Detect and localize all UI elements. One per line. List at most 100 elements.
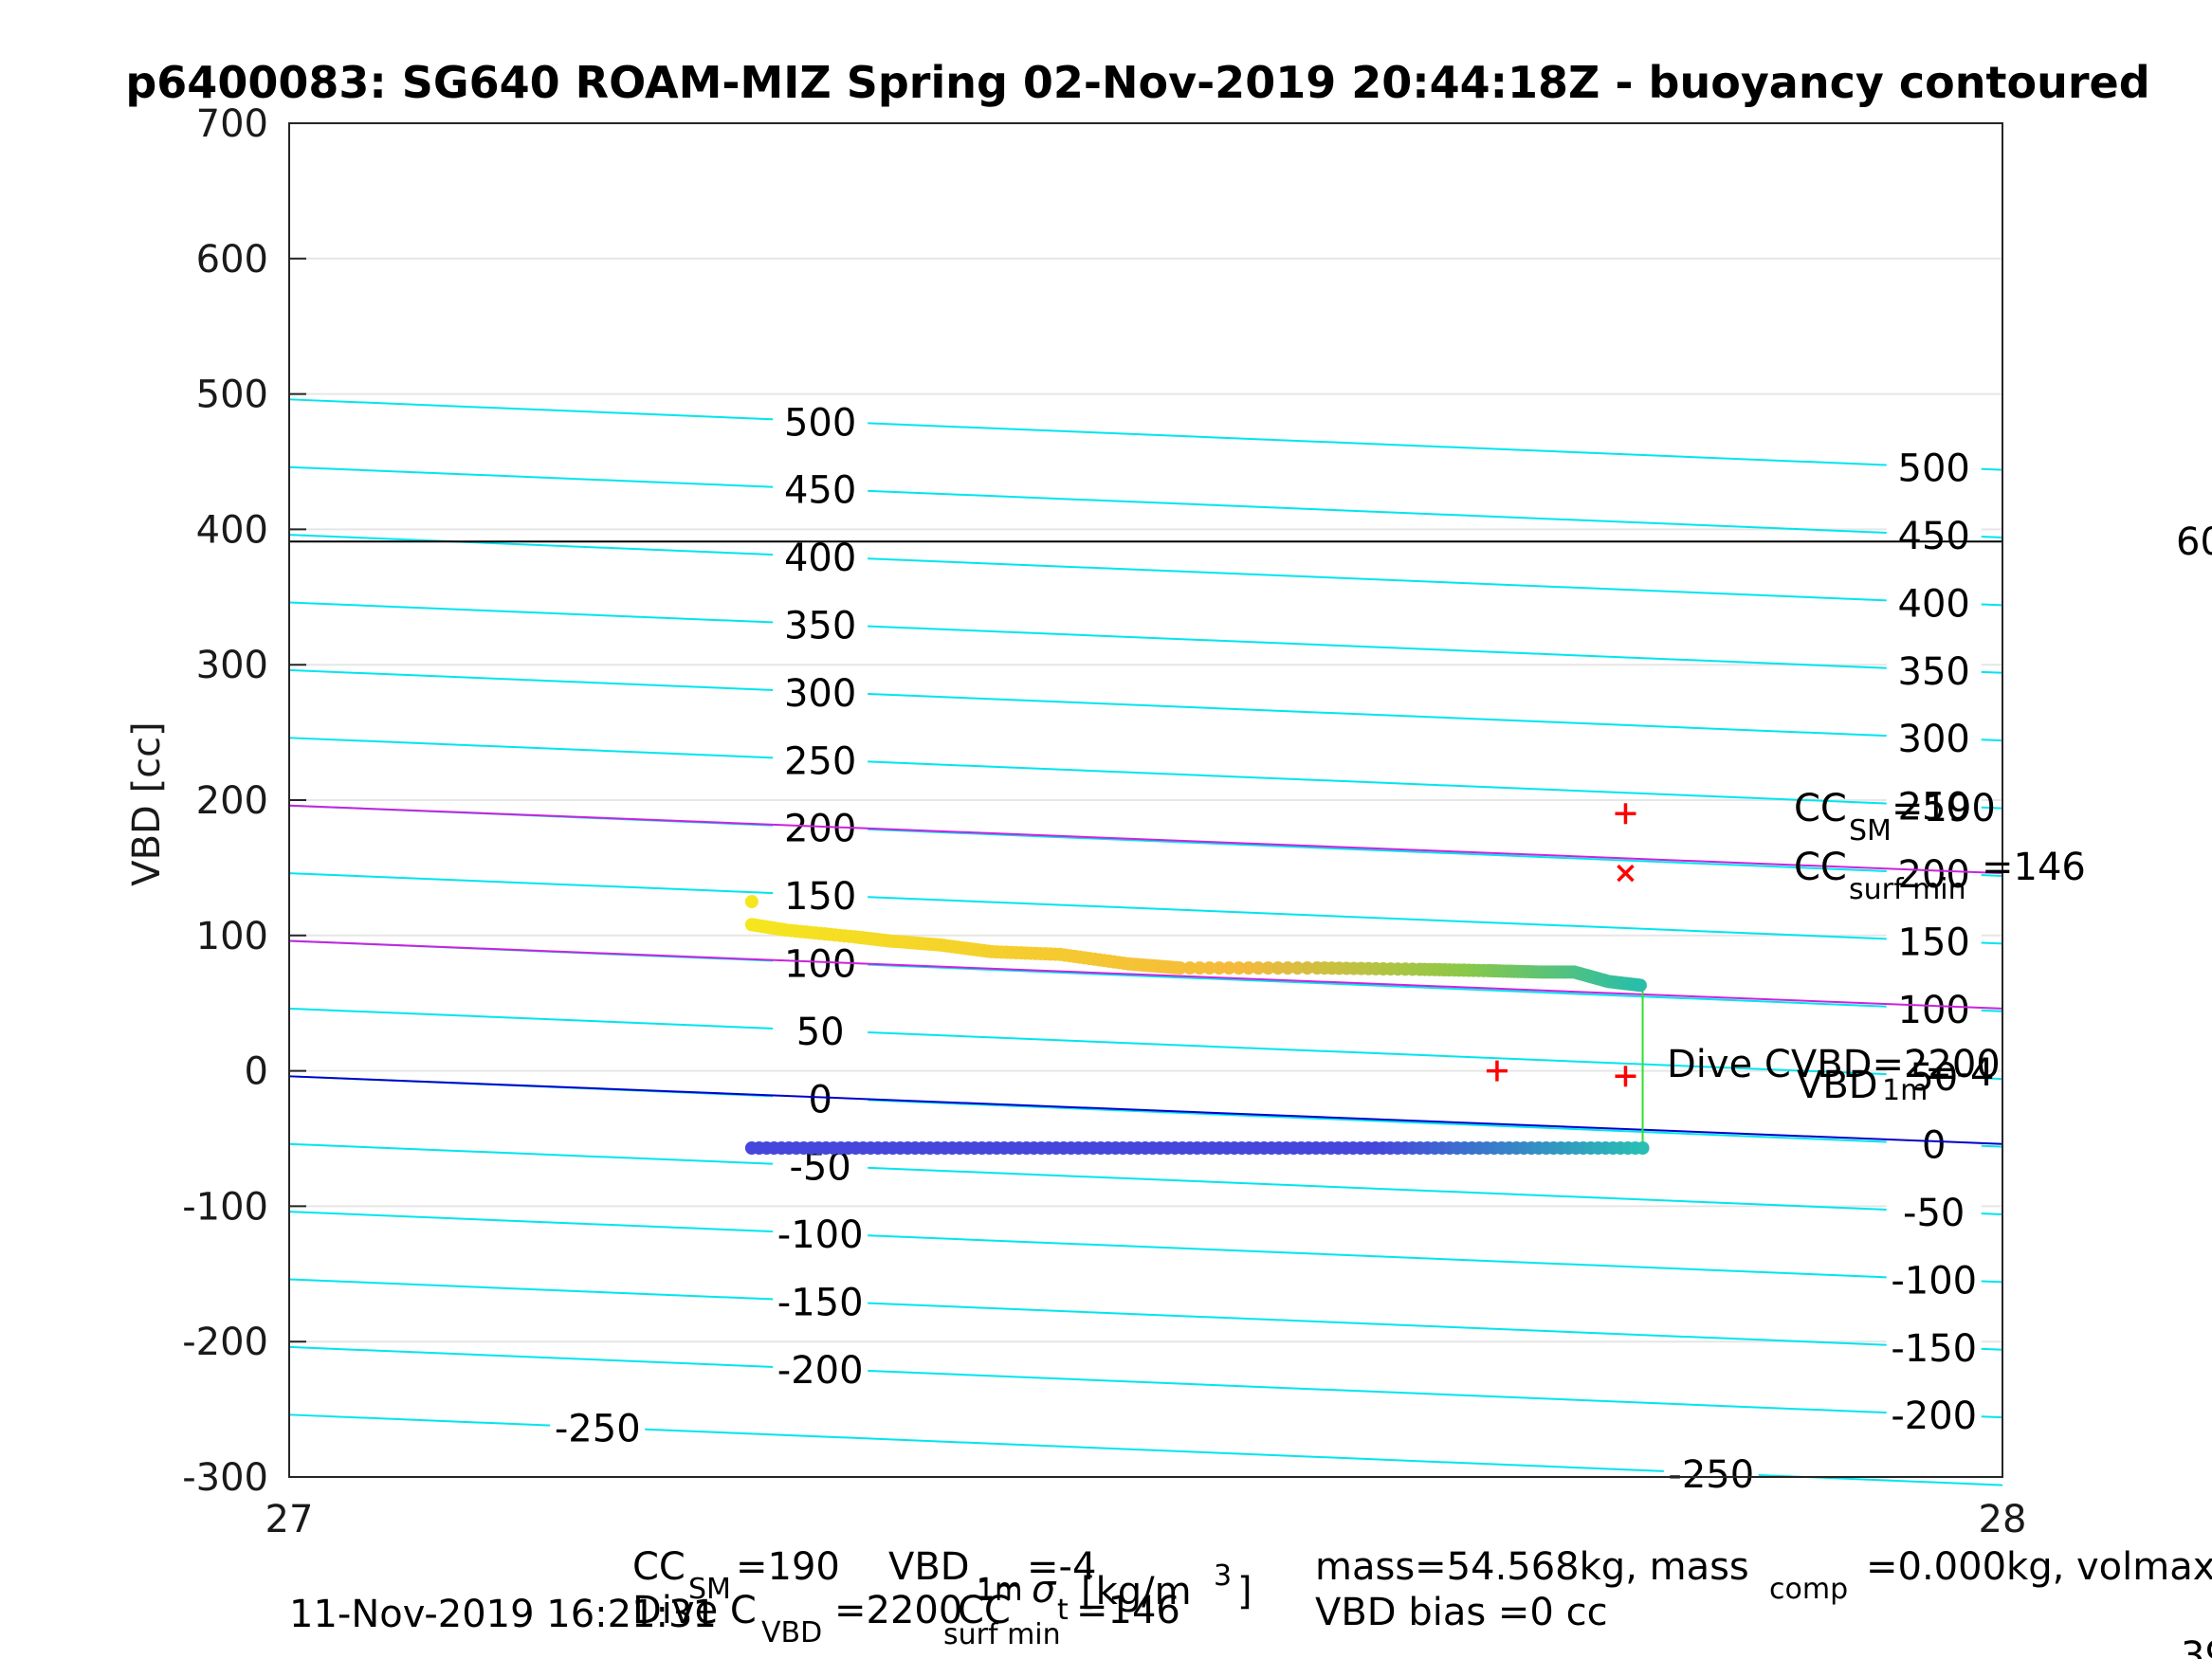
- contour-label-bg: [773, 467, 868, 510]
- footer-dive-c-value: =2200: [834, 1589, 962, 1632]
- contour-label: 0: [808, 1078, 832, 1121]
- y-tick-label: 500: [196, 374, 268, 417]
- contour-label: -100: [1891, 1259, 1977, 1303]
- contour-label: -50: [1903, 1192, 1965, 1235]
- x-label-sigma: σ: [1032, 1568, 1057, 1612]
- contour-label: -150: [1891, 1327, 1977, 1371]
- footer-cc-surfmin-sub: surf min: [943, 1618, 1061, 1651]
- x-label-exp: 3: [1214, 1559, 1232, 1593]
- dive-point: [1241, 961, 1255, 975]
- dive-point: [1232, 961, 1246, 975]
- y-tick-label: 200: [196, 779, 268, 823]
- contour-label-bg: [1886, 1258, 1982, 1301]
- contour-line: [288, 534, 2003, 607]
- contour-label: 500: [784, 401, 856, 445]
- contour-label-bg: [1886, 1190, 1982, 1232]
- markers: [1486, 803, 1636, 1087]
- contour-label: -150: [777, 1282, 864, 1325]
- dive-point: [1193, 961, 1207, 975]
- grid: [289, 122, 2002, 1478]
- dive-point: [1261, 961, 1275, 975]
- chart-title: p6400083: SG640 ROAM-MIZ Spring 02-Nov-2…: [125, 57, 2149, 108]
- x-label-prefix: 1m: [977, 1575, 1022, 1608]
- cc-sm-annotation: CC SM =190: [1794, 787, 1996, 848]
- dive-point: [1300, 961, 1314, 975]
- contour-label-bg: [773, 603, 868, 646]
- contour-label-bg: [1886, 648, 1982, 691]
- cc-surf-min-annotation: CC surf min =146: [1794, 846, 2086, 906]
- footer-dive-c: Dive C: [632, 1589, 757, 1632]
- y-tick-label: -300: [182, 1456, 268, 1500]
- contour-line: [288, 1211, 2003, 1284]
- contour-label-bg: [1886, 717, 1982, 759]
- contour-label-bg: [773, 1280, 868, 1322]
- vbd-1m-label: VBD: [1797, 1064, 1878, 1107]
- contour-label-bg: [1886, 784, 1982, 827]
- contour-label-bg: [1886, 987, 1982, 1030]
- x-marker: [1617, 864, 1635, 883]
- contour-label-bg: [773, 1009, 868, 1051]
- vbd-1m-value: =-4: [1925, 1051, 1994, 1095]
- footer-mass: mass=54.568kg, mass: [1315, 1545, 1749, 1589]
- dive-point: [1202, 961, 1216, 975]
- x-tick-label: 27: [265, 1498, 314, 1541]
- y-tick-label: -100: [182, 1185, 268, 1229]
- vbd-1m-sub: 1m: [1882, 1074, 1928, 1107]
- contour-line: [288, 1142, 2003, 1215]
- y-tick-label: 0: [245, 1050, 268, 1094]
- contour-label-bg: [773, 1212, 868, 1255]
- footer-dive-c-sub: VBD: [761, 1616, 822, 1650]
- dive-point: [1173, 961, 1187, 975]
- plus-marker: [1486, 1060, 1508, 1082]
- contour-label: 150: [1898, 921, 1970, 964]
- dive-point: [1252, 961, 1266, 975]
- plus-marker: [1615, 1066, 1636, 1087]
- contour-line: [288, 465, 2003, 538]
- footer-vbd-bias: VBD bias =0 cc: [1315, 1591, 1608, 1634]
- contour-label: 400: [784, 537, 856, 580]
- contour-label-bg: [1886, 581, 1982, 624]
- contour-line: [288, 668, 2003, 742]
- footer-cc-sm-value: =190: [736, 1545, 840, 1589]
- y-tick-label: 700: [196, 102, 268, 146]
- marker-stroke: [1617, 864, 1635, 883]
- contour-label: -100: [777, 1213, 864, 1257]
- y-tick-label: 100: [196, 915, 268, 958]
- footer-mass-sub: comp: [1769, 1573, 1848, 1606]
- contour-label-bg: [1886, 1122, 1982, 1165]
- contour-label-bg: [773, 738, 868, 781]
- cc-sm-sub: SM: [1849, 814, 1892, 848]
- contour-label: -250: [1668, 1453, 1754, 1497]
- contour-label: 250: [784, 739, 856, 783]
- line-cc_sm: [288, 804, 2003, 875]
- footer-vbd: VBD: [888, 1545, 970, 1589]
- contour-label: 400: [1898, 582, 1970, 626]
- contour-label-bg: [1886, 1055, 1982, 1098]
- y-tick-label: -200: [182, 1321, 268, 1364]
- y-tick-label: 600: [196, 238, 268, 282]
- x-axis-label: 1m σ t [kg/m 3 ]: [977, 1559, 1252, 1627]
- footer: 11-Nov-2019 16:21:31 CC SM =190 VBD 1m =…: [289, 1545, 2212, 1651]
- contour-label: 300: [1898, 718, 1970, 761]
- contour-label: 500: [1898, 447, 1970, 491]
- contour-line: [288, 1007, 2003, 1081]
- contour-label: 200: [1898, 853, 1970, 897]
- contour-label-bg: [1886, 1325, 1982, 1368]
- cc-surf-min-label: CC: [1794, 846, 1847, 889]
- reference-lines: [288, 540, 2003, 1145]
- contour-line: [288, 737, 2003, 810]
- contour-label: 0: [1922, 1124, 1946, 1168]
- contour-label: -200: [777, 1349, 864, 1393]
- contour-label-bg: [1886, 851, 1982, 894]
- line-vbd_1m: [288, 1075, 2003, 1145]
- cc-sm-label: CC: [1794, 787, 1847, 830]
- contour-line: [288, 872, 2003, 945]
- dive-cvbd-annotation: Dive CVBD=2200: [1667, 1043, 2001, 1086]
- contour-label-bg: [1886, 920, 1982, 962]
- contour-line: [288, 601, 2003, 674]
- footer-mass-rest: =0.000kg, volmax: [1866, 1545, 2212, 1589]
- contour-label: 350: [784, 605, 856, 648]
- contour-label-bg: [773, 874, 868, 917]
- contour-label: 450: [1898, 515, 1970, 558]
